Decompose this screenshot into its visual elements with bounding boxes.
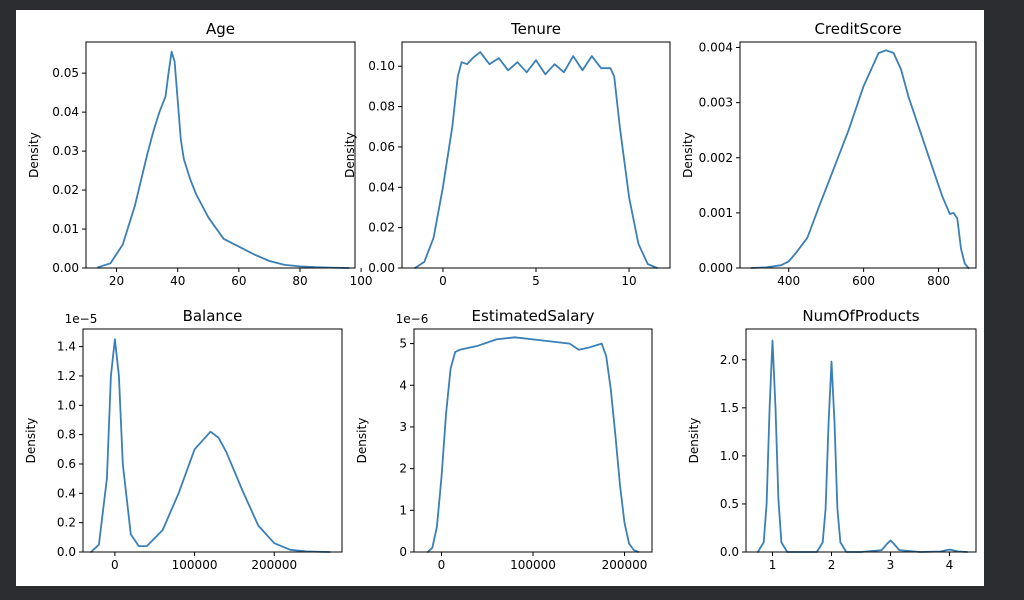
x-tick-label: 0 — [439, 274, 447, 288]
x-tick-label: 2 — [828, 558, 836, 572]
y-tick-label: 0.10 — [368, 59, 395, 73]
x-tick-label: 60 — [231, 274, 246, 288]
y-tick-label: 0.02 — [368, 221, 395, 235]
y-axis-label: Density — [355, 418, 369, 464]
y-tick-label: 0.05 — [52, 66, 79, 80]
x-tick-label: 0 — [438, 558, 446, 572]
subplot-title: EstimatedSalary — [472, 307, 595, 325]
y-tick-label: 1.2 — [57, 369, 76, 383]
density-line — [97, 50, 350, 269]
y-tick-label: 0.04 — [52, 105, 79, 119]
y-axis-label: Density — [687, 418, 701, 464]
density-line — [756, 339, 969, 553]
x-tick-label: 600 — [852, 274, 875, 288]
density-line — [426, 336, 640, 553]
x-tick-label: 40 — [170, 274, 185, 288]
subplot-title: NumOfProducts — [802, 307, 919, 325]
subplot-title: Tenure — [510, 20, 561, 38]
density-line — [414, 51, 658, 269]
y-tick-label: 5 — [399, 337, 407, 351]
subplot-4: 0 100000 200000 0.0 0.2 0.4 0.6 0.8 1.0 1.2 1.4 Bal… — [24, 307, 343, 572]
subplot-title: Balance — [183, 307, 243, 325]
x-tick-label: 1 — [769, 558, 777, 572]
x-tick-label: 100000 — [172, 558, 218, 572]
y-tick-label: 0.0 — [57, 545, 76, 559]
y-tick-label: 2 — [399, 462, 407, 476]
subplot-2: 0 5 10 0.00 0.02 0.04 0.06 0.08 0.10 Tenure Densit… — [343, 20, 671, 288]
subplot-title: CreditScore — [814, 20, 901, 38]
axes-frame — [82, 328, 343, 553]
y-tick-label: 0.03 — [52, 144, 79, 158]
y-tick-label: 0.01 — [52, 222, 79, 236]
axes-frame — [85, 41, 356, 269]
axes-frame — [739, 41, 977, 269]
y-axis-label: Density — [343, 132, 357, 178]
y-tick-label: 4 — [399, 378, 407, 392]
y-offset-label: 1e−5 — [65, 312, 98, 326]
x-tick-label: 80 — [292, 274, 307, 288]
x-tick-label: 5 — [532, 274, 540, 288]
density-line — [750, 49, 970, 269]
y-tick-label: 1.4 — [57, 340, 76, 354]
y-tick-label: 0.001 — [699, 206, 733, 220]
subplot-3: 400 600 800 0.000 0.001 0.002 0.003 0.004 Credit… — [681, 20, 977, 288]
x-tick-label: 200000 — [251, 558, 297, 572]
y-tick-label: 2.0 — [720, 353, 739, 367]
y-tick-label: 3 — [399, 420, 407, 434]
x-tick-label: 20 — [109, 274, 124, 288]
x-tick-label: 100 — [350, 274, 373, 288]
subplot-5: 0 100000 200000 0 1 2 3 4 5 EstimatedSalary Densit… — [355, 307, 653, 572]
y-tick-label: 0.06 — [368, 140, 395, 154]
x-tick-label: 200000 — [602, 558, 648, 572]
axes-frame — [745, 328, 977, 553]
y-tick-label: 1.0 — [57, 398, 76, 412]
y-tick-label: 0 — [399, 545, 407, 559]
y-tick-label: 1 — [399, 503, 407, 517]
subplot-6: 1 2 3 4 0.0 0.5 1.0 1.5 2.0 NumOfProducts Density — [687, 307, 977, 572]
y-tick-label: 0.002 — [699, 151, 733, 165]
axes-frame — [401, 41, 671, 269]
x-tick-label: 10 — [621, 274, 636, 288]
x-tick-label: 0 — [111, 558, 119, 572]
y-tick-label: 0.04 — [368, 180, 395, 194]
subplot-1: 20 40 60 80 100 0.00 0.01 0.02 0.03 0.04 0.05 Age De… — [27, 20, 373, 288]
y-tick-label: 0.08 — [368, 100, 395, 114]
density-line — [90, 338, 331, 553]
y-tick-label: 0.2 — [57, 516, 76, 530]
x-tick-label: 4 — [946, 558, 954, 572]
y-tick-label: 0.0 — [720, 545, 739, 559]
x-tick-label: 100000 — [510, 558, 556, 572]
figure: 20 40 60 80 100 0.00 0.01 0.02 0.03 0.04 0.05 Age De… — [16, 10, 984, 586]
x-tick-label: 3 — [887, 558, 895, 572]
y-tick-label: 0.00 — [368, 261, 395, 275]
x-tick-label: 400 — [777, 274, 800, 288]
y-tick-label: 0.6 — [57, 457, 76, 471]
y-axis-label: Density — [24, 418, 38, 464]
y-axis-label: Density — [681, 132, 695, 178]
y-tick-label: 0.8 — [57, 428, 76, 442]
y-tick-label: 0.4 — [57, 486, 76, 500]
y-tick-label: 1.0 — [720, 449, 739, 463]
y-tick-label: 0.004 — [699, 41, 733, 55]
y-tick-label: 0.000 — [699, 261, 733, 275]
y-tick-label: 0.5 — [720, 497, 739, 511]
y-tick-label: 0.003 — [699, 96, 733, 110]
y-axis-label: Density — [27, 132, 41, 178]
y-tick-label: 0.00 — [52, 261, 79, 275]
y-tick-label: 1.5 — [720, 401, 739, 415]
subplot-grid: 20 40 60 80 1000.000.010.020.030.040.05AgeDe… — [24, 20, 977, 572]
y-tick-label: 0.02 — [52, 183, 79, 197]
x-tick-label: 800 — [927, 274, 950, 288]
subplot-title: Age — [206, 20, 235, 38]
y-offset-label: 1e−6 — [396, 312, 429, 326]
